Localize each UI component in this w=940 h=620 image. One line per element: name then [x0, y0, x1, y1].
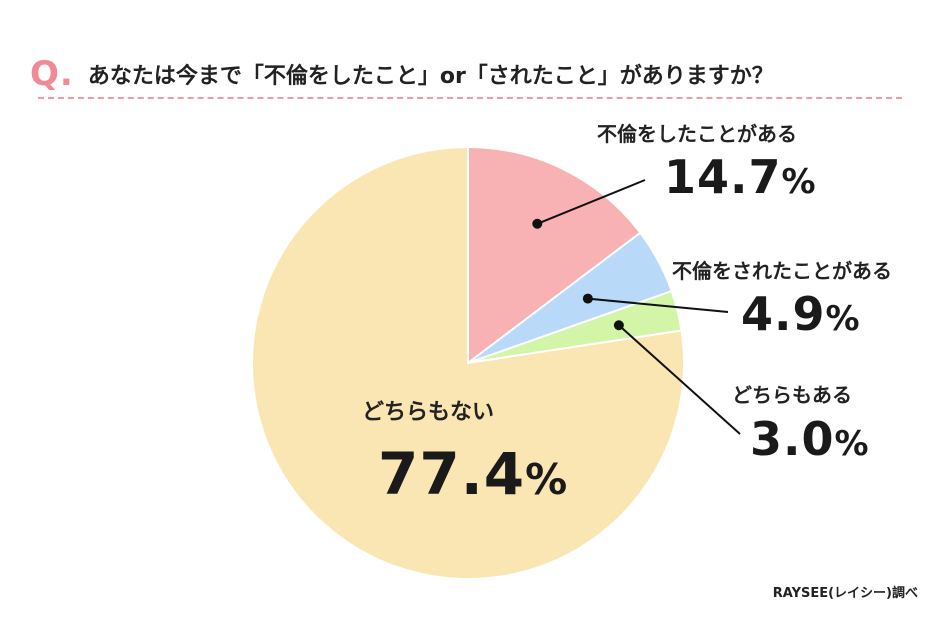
value-label-3: 77.4%: [378, 440, 567, 508]
label-group-slice-1: 不倫をされたことがある: [672, 255, 892, 284]
label-group-slice-0: 不倫をしたことがある: [597, 118, 797, 147]
value-number-1: 4.9: [741, 287, 826, 341]
pie-slice-0: [467, 145, 642, 366]
label-group-slice-3: どちらもない: [362, 394, 494, 426]
leader-line-2: [618, 324, 741, 435]
question-mark: Q.: [30, 54, 74, 94]
leader-line-0: [536, 179, 646, 225]
leader-line-1: [587, 297, 729, 313]
value-unit-3: %: [525, 455, 568, 504]
value-unit-1: %: [825, 299, 860, 339]
category-label-0: 不倫をしたことがある: [597, 122, 797, 146]
value-label-0: 14.7%: [664, 150, 816, 204]
value-number-3: 77.4: [378, 440, 526, 508]
value-unit-0: %: [781, 162, 816, 202]
value-unit-2: %: [834, 424, 869, 464]
category-label-2: どちらもある: [732, 383, 852, 407]
label-group-slice-2: どちらもある: [732, 379, 852, 408]
pie-slice-3: [251, 145, 685, 580]
category-label-3: どちらもない: [362, 400, 495, 425]
value-number-2: 3.0: [750, 412, 835, 466]
value-number-0: 14.7: [664, 150, 782, 204]
dashed-divider: [38, 97, 902, 99]
leader-dot-0: [532, 218, 543, 229]
question-header: Q. あなたは今まで「不倫をしたこと」or「されたこと」がありますか？: [30, 52, 774, 96]
value-label-1: 4.9%: [741, 287, 860, 341]
question-text: あなたは今まで「不倫をしたこと」or「されたこと」がありますか？: [87, 64, 774, 89]
value-label-2: 3.0%: [750, 412, 869, 466]
category-label-1: 不倫をされたことがある: [672, 259, 892, 283]
leader-dot-2: [613, 320, 624, 331]
source-credit: RAYSEE(レイシー)調べ: [772, 586, 918, 601]
leader-dot-1: [582, 293, 593, 304]
